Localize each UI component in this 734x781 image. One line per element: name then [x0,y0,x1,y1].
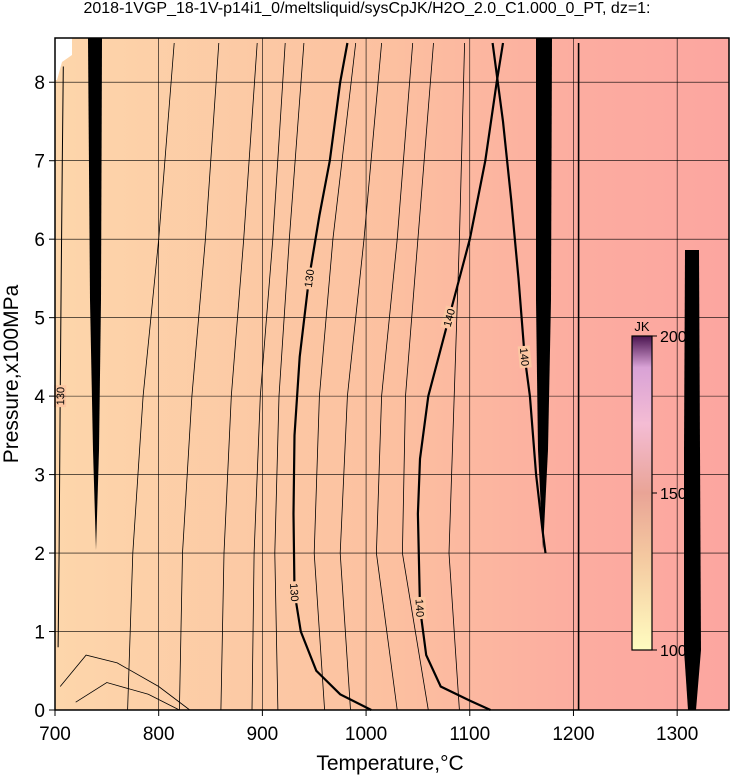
y-tick-label: 0 [34,701,45,722]
y-tick-label: 6 [34,230,45,251]
y-tick-label: 4 [34,387,45,408]
colorbar-tick-label: 100 [660,643,687,660]
colorbar-tick-label: 200 [660,329,687,346]
plot-background [55,38,729,710]
y-tick-label: 3 [34,466,45,487]
contour-line [57,66,64,648]
contour-line [59,654,191,711]
contour-label-group: 140 [412,596,427,620]
colorbar-tick-label: 150 [660,486,687,503]
x-tick-label: 800 [143,724,175,745]
x-axis-label: Temperature,°C [316,752,463,775]
contour-label-group: 130 [287,580,302,604]
contour-label: 130 [303,269,317,289]
y-tick-label: 1 [34,623,45,644]
contour-label-bg [413,596,427,620]
plot-frame [54,37,730,711]
contour-label-bg [517,345,532,369]
x-tick-label: 1300 [656,724,698,745]
y-tick-label: 5 [34,309,45,330]
contour-label-group: 140 [517,345,532,369]
x-tick-label: 1200 [552,724,594,745]
y-axis-label: Pressure,x100MPa [0,284,23,463]
contour-label-group: 130 [301,266,317,291]
colorbar [631,335,653,651]
contour-label: 140 [412,599,425,618]
colorbar-label: JK [634,319,650,334]
contour-label: 140 [517,347,531,366]
x-tick-label: 700 [39,724,71,745]
chart-title: 2018-1VGP_18-1V-p14i1_0/meltsliquid/sysC… [83,0,650,17]
x-tick-label: 1000 [345,724,387,745]
y-tick-label: 7 [34,152,45,173]
y-tick-label: 2 [34,544,45,565]
contour-line [75,682,180,711]
x-tick-label: 900 [247,724,279,745]
contour-label-bg [287,580,302,604]
dense-contours [88,38,701,710]
y-tick-label: 8 [34,73,45,94]
blank-region [55,38,72,80]
contour-label-bg [301,266,317,291]
x-tick-label: 1100 [449,724,490,745]
contour-label: 130 [287,583,300,602]
